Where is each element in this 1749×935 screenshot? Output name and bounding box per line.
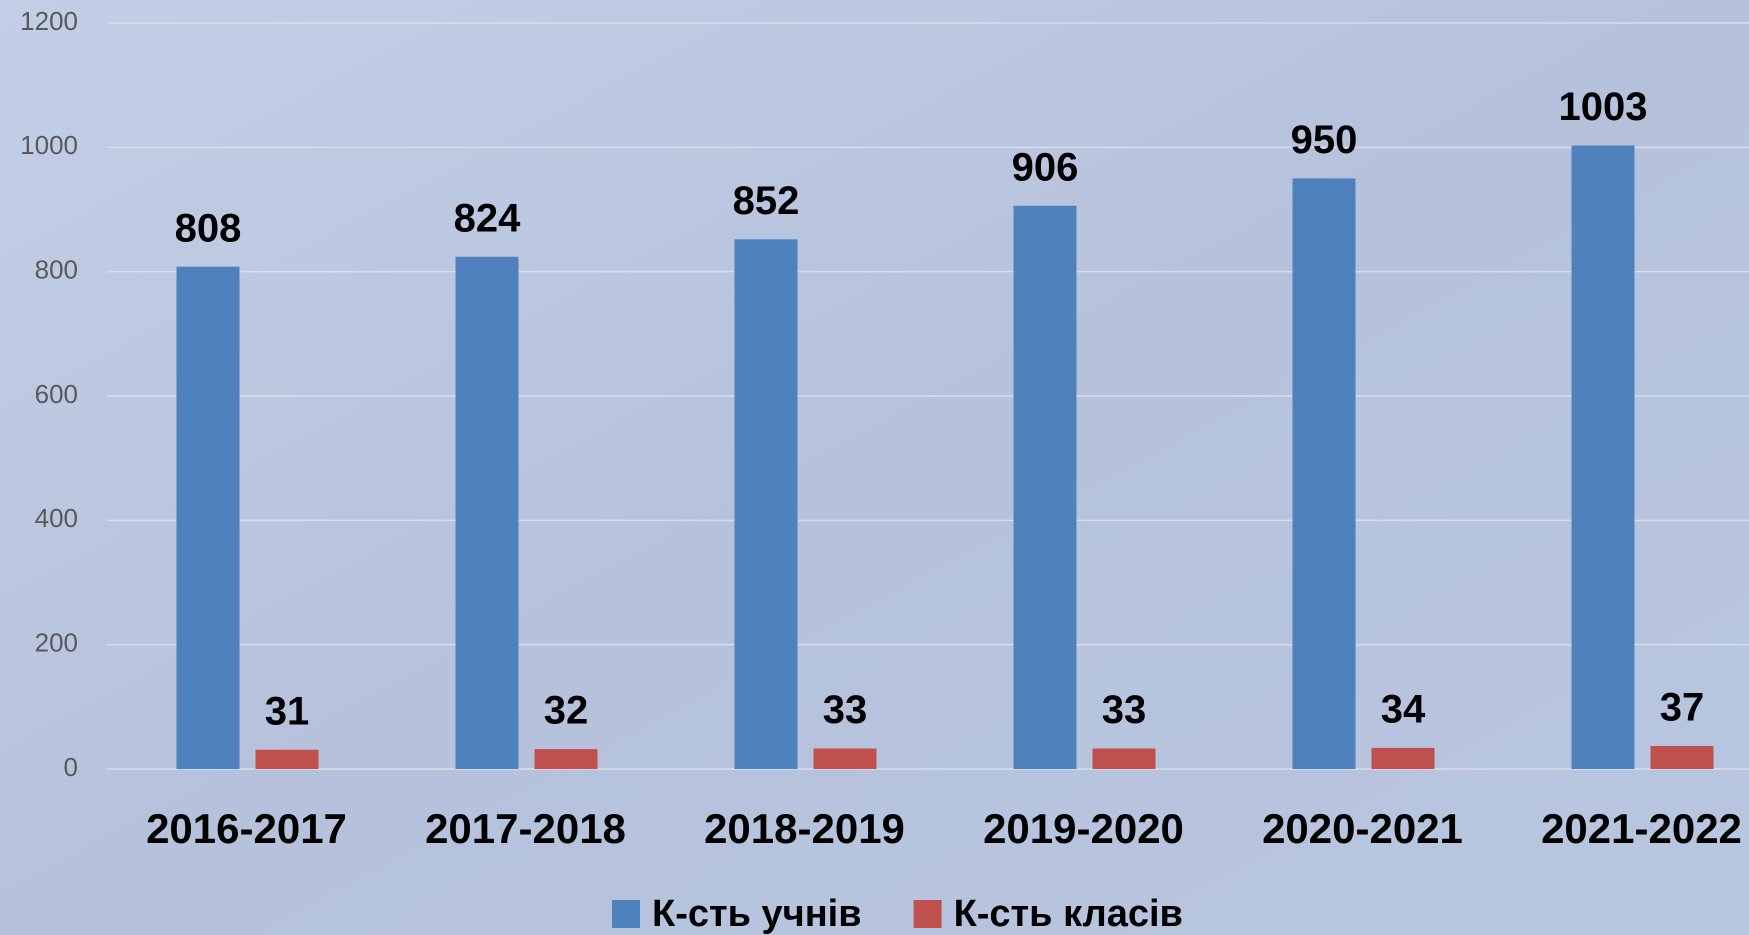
value-label: 808 (175, 206, 242, 250)
x-tick-label: 2016-2017 (146, 805, 347, 852)
x-tick-label: 2020-2021 (1262, 805, 1463, 852)
legend-label: К-сть учнів (652, 893, 862, 935)
background (0, 0, 1749, 935)
bar (1293, 178, 1356, 769)
y-tick-label: 600 (35, 379, 78, 409)
value-label: 31 (265, 689, 310, 733)
bar (1651, 746, 1714, 769)
value-label: 824 (454, 196, 521, 240)
y-tick-label: 200 (35, 628, 78, 658)
y-tick-label: 1000 (20, 130, 78, 160)
y-tick-label: 400 (35, 503, 78, 533)
y-tick-label: 800 (35, 255, 78, 285)
x-tick-label: 2017-2018 (425, 805, 626, 852)
bar (735, 239, 798, 769)
y-tick-label: 1200 (20, 6, 78, 36)
bar (177, 267, 240, 769)
value-label: 1003 (1559, 85, 1648, 129)
bar (456, 257, 519, 769)
legend-swatch (612, 900, 640, 928)
value-label: 37 (1660, 686, 1705, 730)
bar (1372, 748, 1435, 769)
bar (1093, 748, 1156, 769)
y-tick-label: 0 (64, 752, 78, 782)
x-tick-label: 2019-2020 (983, 805, 1184, 852)
value-label: 852 (733, 179, 800, 223)
value-label: 34 (1381, 687, 1426, 731)
legend-label: К-сть класів (954, 893, 1183, 935)
chart: 0 200 400 600 800 1000 1200 2016-2017 808 31 2017-… (0, 0, 1749, 935)
legend-swatch (914, 900, 942, 928)
value-label: 950 (1291, 118, 1358, 162)
x-tick-label: 2021-2022 (1541, 805, 1742, 852)
value-label: 33 (823, 688, 868, 732)
bar (1014, 206, 1077, 769)
bar (535, 749, 598, 769)
bar (256, 750, 319, 769)
bar (814, 748, 877, 769)
value-label: 906 (1012, 145, 1079, 189)
value-label: 33 (1102, 688, 1147, 732)
bar (1572, 145, 1635, 769)
value-label: 32 (544, 689, 589, 733)
x-tick-label: 2018-2019 (704, 805, 905, 852)
